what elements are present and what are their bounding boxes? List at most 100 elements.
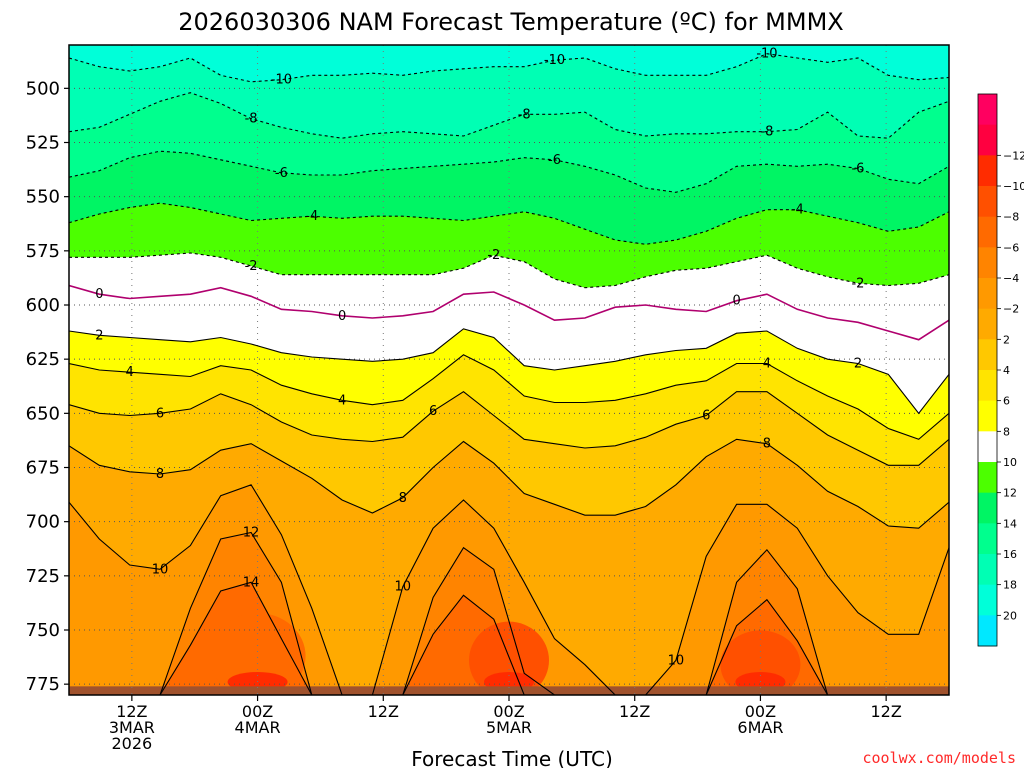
- contour-label: -2: [851, 276, 864, 291]
- colorbar-swatch: [978, 523, 997, 555]
- colorbar-swatch: [978, 615, 997, 647]
- colorbar-tick-label: 18: [1003, 579, 1017, 592]
- contour-label: 4: [126, 365, 134, 380]
- contour-lines: [69, 53, 949, 695]
- colorbar-swatch: [978, 278, 997, 310]
- contour-label: 6: [429, 404, 437, 419]
- contour-line: [69, 391, 949, 466]
- contour-label: -4: [791, 203, 804, 218]
- colorbar-tick-label: −8: [1003, 211, 1019, 224]
- filled-bands: [69, 45, 949, 695]
- y-tick-label: 600: [26, 295, 60, 316]
- contour-line: [69, 328, 949, 415]
- contour-label: -2: [487, 248, 500, 263]
- colorbar-tick-label: −10: [1003, 180, 1024, 193]
- colorbar-tick-label: −2: [1003, 303, 1019, 316]
- contour-line: [69, 150, 949, 193]
- contour-label: 4: [338, 393, 346, 408]
- contour-labels: -10 -10 -10 -8 -8 -8 -6 -6 -6 -4 -4 -2 -2 -2 0 0 0 2 2 4 4 4 6…: [95, 47, 864, 669]
- contour-line: [69, 354, 949, 440]
- x-tick-label: 3MAR: [109, 718, 155, 737]
- y-tick-label: 625: [26, 349, 60, 370]
- colorbar-swatch: [978, 462, 997, 494]
- colorbar-tick-label: 4: [1003, 364, 1010, 377]
- contour-label: -6: [275, 166, 288, 181]
- contour-label: -10: [544, 53, 565, 68]
- colorbar-tick-label: −6: [1003, 241, 1019, 254]
- colorbar-tick-label: 6: [1003, 395, 1010, 408]
- contour-label: 8: [763, 437, 771, 452]
- y-tick-label: 575: [26, 241, 60, 262]
- x-tick-label: 5MAR: [486, 718, 532, 737]
- contour-label: -6: [548, 153, 561, 168]
- x-tick-label: 00Z: [242, 702, 273, 721]
- contour-label: 8: [156, 467, 164, 482]
- plot-area: -10 -10 -10 -8 -8 -8 -6 -6 -6 -4 -4 -2 -2 -2 0 0 0 2 2 4 4 4 6…: [68, 44, 950, 696]
- y-tick-label: 550: [26, 187, 60, 208]
- warm-core-fill: [209, 613, 306, 695]
- contour-label: 14: [243, 575, 260, 590]
- x-tick-label: 4MAR: [235, 718, 281, 737]
- colorbar-swatch: [978, 339, 997, 371]
- colorbar-tick-label: −4: [1003, 272, 1019, 285]
- colorbar-tick-label: 12: [1003, 487, 1017, 500]
- contour-label: -6: [851, 162, 864, 177]
- y-axis: 500 525 550 575 600 625 650 675 700 725 750 775: [26, 78, 69, 695]
- x-tick-label: 00Z: [745, 702, 776, 721]
- y-tick-label: 700: [26, 512, 60, 533]
- x-tick-label: 12Z: [619, 702, 650, 721]
- contour-label: 0: [95, 287, 103, 302]
- x-axis-title: Forecast Time (UTC): [411, 747, 613, 768]
- contour-label: -2: [245, 259, 258, 274]
- contour-label: 4: [763, 357, 771, 372]
- contour-label: -10: [271, 73, 292, 88]
- x-tick-label: 6MAR: [737, 718, 783, 737]
- y-tick-label: 725: [26, 566, 60, 587]
- contour-line: [69, 581, 949, 695]
- contour-line: [69, 202, 949, 245]
- contour-label: 2: [854, 357, 862, 372]
- contour-line: [69, 252, 949, 289]
- y-tick-label: 650: [26, 403, 60, 424]
- colorbar-swatch: [978, 492, 997, 524]
- colorbar-swatch: [978, 308, 997, 340]
- contour-line: [69, 53, 949, 83]
- contour-line: [69, 484, 949, 695]
- contour-line: [69, 531, 949, 695]
- y-tick-label: 675: [26, 458, 60, 479]
- contour-label: 0: [338, 309, 346, 324]
- contour-label: 10: [395, 580, 412, 595]
- contour-line: [69, 92, 949, 139]
- x-tick-label: 12Z: [870, 702, 901, 721]
- x-tick-label: 00Z: [493, 702, 524, 721]
- colorbar-swatch: [978, 554, 997, 586]
- x-tick-label: 12Z: [368, 702, 399, 721]
- colorbar-tick-label: 16: [1003, 548, 1017, 561]
- grid-lines: [69, 45, 949, 695]
- chart-title: 2026030306 NAM Forecast Temperature (ºC)…: [178, 8, 843, 36]
- contour-label: 8: [399, 491, 407, 506]
- colorbar-swatch: [978, 216, 997, 248]
- colorbar-tick-label: 20: [1003, 609, 1017, 622]
- x-tick-label: 12Z: [116, 702, 147, 721]
- contour-label: -4: [305, 209, 318, 224]
- contour-label: 10: [152, 562, 169, 577]
- colorbar-swatch: [978, 431, 997, 463]
- colorbar-legend: 20 18 16 14 12 10 8 6 4 2 −2 −4 −6 −8 −10 −12: [977, 93, 1024, 647]
- colorbar-swatch: [978, 155, 997, 187]
- ground-band: [69, 686, 949, 695]
- x-tick-label: 2026: [111, 734, 152, 753]
- contour-label: 6: [702, 409, 710, 424]
- contour-label: -8: [760, 125, 773, 140]
- contour-label: 6: [156, 406, 164, 421]
- colorbar-tick-label: −12: [1003, 149, 1024, 162]
- colorbar-swatch: [978, 584, 997, 616]
- contour-label: 2: [95, 328, 103, 343]
- colorbar-swatch: [978, 247, 997, 279]
- contour-label: -10: [756, 47, 777, 62]
- y-tick-label: 775: [26, 674, 60, 695]
- colorbar-tick-label: 14: [1003, 517, 1017, 530]
- contour-label: 10: [668, 653, 685, 668]
